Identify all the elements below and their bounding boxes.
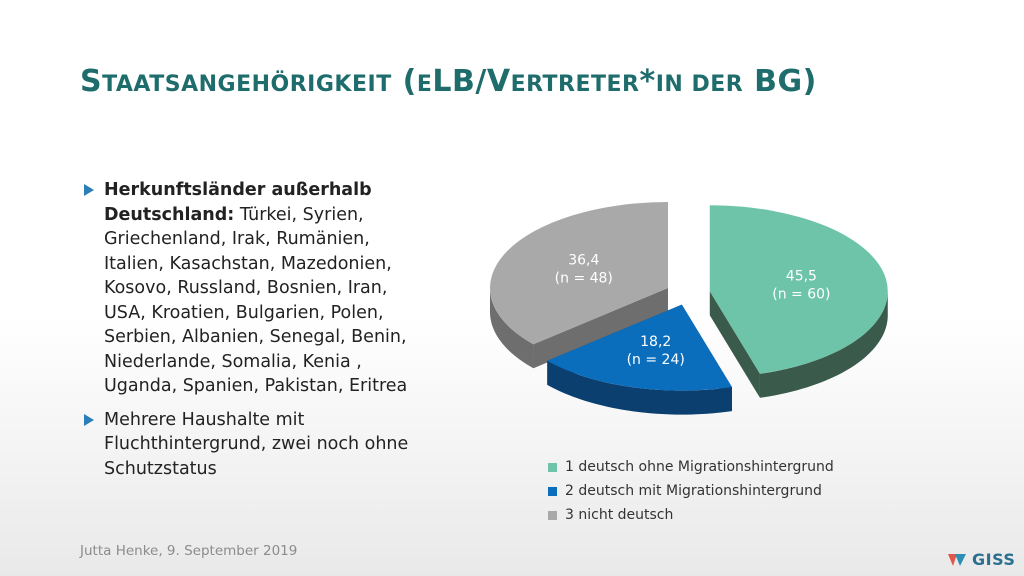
pie-count-label: (n = 24): [627, 352, 685, 368]
pie-slice-2: [547, 304, 732, 415]
legend-item-deutsch-mit: 2 deutsch mit Migrationshintergrund: [548, 479, 834, 503]
pie-slice-top: [709, 205, 888, 374]
title-segment: IN DER: [655, 72, 744, 97]
legend-swatch: [548, 510, 557, 520]
pie-slice-top: [547, 304, 732, 391]
legend-item-nicht-deutsch: 3 nicht deutsch: [548, 503, 834, 527]
legend-label: 1 deutsch ohne Migrationshintergrund: [565, 459, 834, 475]
bullet-text: Mehrere Haushalte mit Fluchthintergrund,…: [104, 409, 409, 479]
bullet-item-households: Mehrere Haushalte mit Fluchthintergrund,…: [84, 408, 414, 482]
legend-label: 3 nicht deutsch: [565, 507, 674, 523]
pie-slice-3: [489, 201, 668, 369]
pie-count-label: (n = 48): [555, 270, 613, 286]
slide-title: STAATSANGEHÖRIGKEIT (ELB/VERTRETER*IN DE…: [80, 64, 817, 99]
giss-logo-icon: [948, 553, 966, 566]
giss-logo-text: GISS: [972, 550, 1016, 569]
bullet-arrow-icon: [84, 184, 94, 196]
title-segment: LB/V: [432, 64, 511, 99]
title-segment: E: [416, 72, 433, 97]
pie-slice-rim: [547, 360, 732, 415]
title-segment: BG): [743, 64, 817, 99]
pie-value-label: 18,2: [640, 334, 671, 350]
legend-swatch: [548, 486, 557, 496]
legend-label: 2 deutsch mit Migrationshintergrund: [565, 483, 822, 499]
title-segment: *: [639, 64, 656, 99]
pie-slice-wall: [533, 287, 668, 369]
footer-author-date: Jutta Henke, 9. September 2019: [80, 543, 298, 559]
bullet-item-countries: Herkunftsländer außerhalb Deutschland: T…: [84, 178, 414, 399]
bullet-bold-text: Herkunftsländer außerhalb Deutschland:: [104, 180, 372, 225]
bullet-text: Türkei, Syrien, Griechenland, Irak, Rumä…: [104, 204, 408, 397]
pie-value-label: 45,5: [786, 269, 817, 285]
pie-slice-wall: [709, 291, 760, 398]
pie-slice-top: [489, 201, 668, 345]
pie-slice-1: [709, 205, 888, 398]
pie-slice-rim: [489, 287, 534, 369]
title-segment: TAATSANGEHÖRIGKEIT: [102, 72, 392, 97]
chart-legend: 1 deutsch ohne Migrationshintergrund 2 d…: [548, 455, 834, 527]
pie-count-label: (n = 60): [772, 287, 830, 303]
pie-chart: 45,5 (n = 60) 18,2 (n = 24) 36,4 (n = 48): [489, 201, 888, 415]
legend-item-deutsch-ohne: 1 deutsch ohne Migrationshintergrund: [548, 455, 834, 479]
title-segment: (: [391, 64, 417, 99]
pie-slice-rim: [759, 291, 888, 398]
title-segment: S: [80, 64, 103, 99]
title-segment: ERTRETER: [510, 72, 640, 97]
legend-swatch: [548, 462, 557, 472]
giss-logo: GISS: [946, 550, 1015, 569]
bullet-arrow-icon: [84, 413, 94, 426]
bullet-list: Herkunftsländer außerhalb Deutschland: T…: [84, 178, 414, 490]
pie-value-label: 36,4: [568, 252, 599, 268]
